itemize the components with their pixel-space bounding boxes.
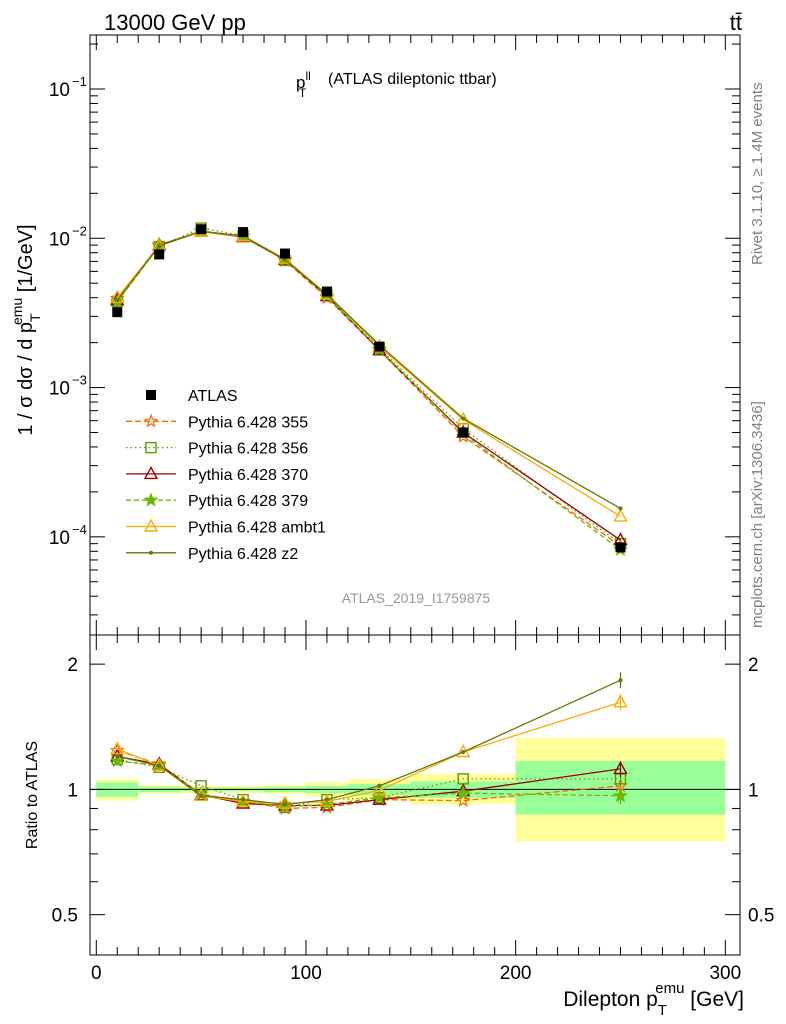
atlas-data-point — [321, 286, 332, 297]
ratio-point-pythia-6-428-379 — [455, 785, 471, 800]
ratio-point-pythia-6-428-ambt1 — [193, 787, 209, 802]
x-axis: 0 100 200 300 — [91, 35, 741, 984]
mcplots-reference-label: mcplots.cern.ch [arXiv:1306.3436] — [749, 401, 766, 628]
x-tick-label: 200 — [500, 963, 532, 984]
atlas-data-points — [112, 224, 626, 553]
main-y-tick-label: 10 — [49, 379, 70, 400]
ratio-point-pythia-6-428-z2 — [199, 793, 204, 798]
ratio-point-pythia-6-428-379 — [109, 753, 125, 768]
ratio-point-pythia-6-428-z2 — [157, 763, 162, 768]
atlas-data-point — [196, 224, 207, 235]
main-y-tick-label-exp: −3 — [72, 373, 87, 388]
main-y-tick-label: 10 — [49, 229, 70, 250]
ratio-y-tick-label-right: 2 — [748, 655, 759, 676]
xlabel-unit: [GeV] — [684, 988, 744, 1011]
atlas-data-point — [238, 227, 249, 238]
legend-label-pythia-6-428-z2: Pythia 6.428 z2 — [188, 546, 298, 563]
legend-label-pythia-6-428-370: Pythia 6.428 370 — [188, 467, 308, 484]
ratio-point-pythia-6-428-z2 — [283, 802, 287, 807]
ratio-y-tick-label-left: 0.5 — [52, 906, 78, 927]
x-tick-label: 300 — [709, 963, 741, 984]
main-y-tick-label: 10 — [49, 528, 70, 549]
legend-marker-atlas — [146, 390, 156, 400]
ratio-point-pythia-6-428-z2 — [115, 754, 120, 759]
main-title: (ATLAS dileptonic ttbar) — [328, 71, 497, 88]
legend-label-atlas: ATLAS — [188, 388, 238, 405]
legend-marker-pythia-6-428-356 — [145, 441, 157, 454]
header-left-label: 13000 GeV pp — [104, 10, 246, 35]
ratio-y-axis-label: Ratio to ATLAS — [24, 741, 41, 849]
atlas-data-point — [112, 307, 123, 318]
legend-label-pythia-6-428-ambt1: Pythia 6.428 ambt1 — [188, 520, 326, 537]
main-title-symbol: pll T — [296, 69, 311, 100]
main-title-symbol-sup: ll — [305, 69, 310, 83]
main-ylabel-sup: emu — [9, 298, 25, 325]
legend-marker-pythia-6-428-ambt1 — [143, 518, 159, 532]
x-tick-label: 100 — [290, 963, 322, 984]
ratio-point-pythia-6-428-379 — [613, 787, 628, 803]
main-y-axis-label: 1 / σ dσ / d pTemu [1/GeV] — [9, 224, 43, 435]
atlas-data-point — [458, 427, 469, 438]
main-point-pythia-6-428-z2 — [461, 416, 466, 421]
main-point-pythia-6-428-z2 — [157, 243, 162, 248]
main-point-pythia-6-428-z2 — [115, 298, 120, 303]
legend-label-pythia-6-428-379: Pythia 6.428 379 — [188, 493, 308, 510]
xlabel-main: Dilepton p — [563, 988, 658, 1011]
atlas-data-point — [615, 542, 626, 553]
ratio-point-pythia-6-428-z2 — [618, 678, 623, 683]
ratio-point-pythia-6-428-z2 — [377, 783, 382, 788]
main-title-symbol-base: p — [296, 73, 305, 92]
main-point-pythia-6-428-ambt1 — [456, 411, 471, 425]
main-ylabel-sub: T — [27, 313, 43, 322]
main-y-tick-label: 10 — [49, 80, 70, 101]
ratio-point-pythia-6-428-370 — [613, 760, 628, 775]
main-point-pythia-6-428-ambt1 — [613, 508, 628, 522]
ratio-point-pythia-6-428-z2 — [461, 749, 466, 754]
legend-marker-pythia-6-428-z2 — [149, 550, 153, 555]
ratio-point-pythia-6-428-z2 — [241, 797, 246, 802]
x-axis-label: Dilepton pTemu [GeV] — [563, 980, 744, 1019]
header-right-label: tt̄ — [730, 10, 742, 35]
atlas-data-point — [374, 341, 385, 352]
ratio-y-tick-label-right: 1 — [748, 780, 759, 801]
ratio-panel: 0.5 0.5 1 1 2 2 0 100 200 300 Ratio to ATLAS — [24, 35, 774, 984]
ratio-point-pythia-6-428-ambt1 — [110, 741, 125, 755]
legend-marker-pythia-6-428-355 — [143, 413, 159, 428]
ratio-panel-frame — [89, 634, 741, 956]
main-title-symbol-sub: T — [299, 86, 307, 100]
legend-label-pythia-6-428-355: Pythia 6.428 355 — [188, 414, 308, 431]
atlas-data-point — [280, 248, 290, 259]
main-point-pythia-6-428-z2 — [618, 506, 623, 511]
xlabel-sub: T — [658, 1002, 667, 1019]
ratio-point-pythia-6-428-ambt1 — [372, 782, 387, 796]
legend-label-pythia-6-428-356: Pythia 6.428 356 — [188, 441, 308, 458]
main-ylabel-main: 1 / σ dσ / d p — [15, 322, 37, 436]
ratio-series-layer — [109, 672, 629, 815]
main-y-tick-label-exp: −4 — [72, 522, 87, 537]
main-y-tick-label-exp: −1 — [72, 74, 87, 89]
main-point-pythia-6-428-z2 — [283, 257, 287, 262]
x-tick-label: 0 — [91, 963, 102, 984]
analysis-id-label: ATLAS_2019_I1759875 — [342, 590, 491, 606]
ratio-y-tick-label-left: 1 — [67, 780, 78, 801]
rivet-version-label: Rivet 3.1.10, ≥ 1.4M events — [749, 83, 766, 266]
ratio-y-tick-label-left: 2 — [67, 655, 78, 676]
ratio-point-pythia-6-428-z2 — [324, 797, 329, 802]
legend-marker-pythia-6-428-370 — [143, 465, 159, 480]
main-y-tick-label-exp: −2 — [72, 223, 87, 238]
main-ylabel-unit: [1/GeV] — [15, 224, 37, 297]
atlas-data-point — [154, 249, 165, 260]
ratio-point-pythia-6-428-ambt1 — [277, 795, 293, 809]
ratio-point-pythia-6-428-ambt1 — [613, 694, 628, 708]
xlabel-sup: emu — [655, 980, 684, 997]
main-panel: 10−110−210−310−4 pll T (ATLAS dileptonic … — [9, 34, 741, 636]
ratio-y-tick-label-right: 0.5 — [748, 906, 774, 927]
legend-marker-pythia-6-428-379 — [143, 492, 159, 507]
main-y-axis: 10−110−210−310−4 — [49, 43, 740, 616]
legend: ATLAS Pythia 6.428 355 Pythia 6.428 356 Pyt… — [126, 388, 326, 563]
ratio-point-pythia-6-428-379 — [371, 789, 387, 805]
